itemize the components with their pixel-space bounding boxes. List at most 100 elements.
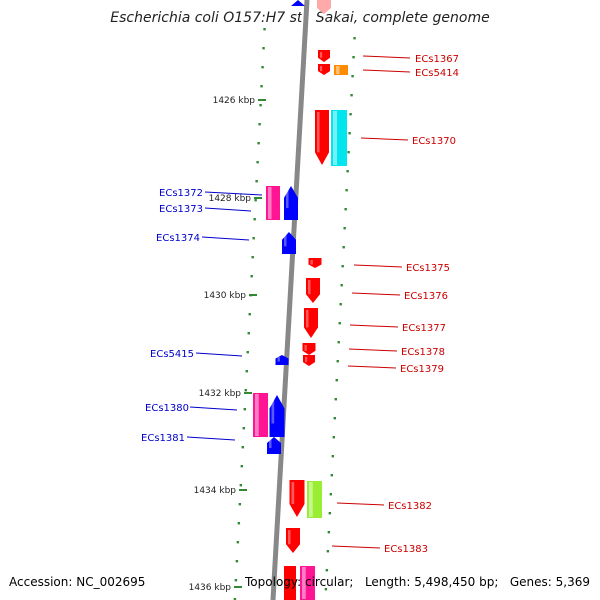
reverse-gene-leader-line xyxy=(204,207,252,212)
forward-gene-arrow xyxy=(304,308,318,338)
reverse-gene-arrow xyxy=(291,0,305,6)
reverse-gene-label: ECs1381 xyxy=(141,433,185,444)
forward-gene-label: ECs1383 xyxy=(384,544,428,555)
reverse-gene-arrow-highlight xyxy=(271,397,275,424)
forward-gene-arrow-highlight xyxy=(305,357,308,363)
forward-gene-leader-line xyxy=(353,264,403,268)
tick-dot-left xyxy=(236,541,240,544)
tick-dot-right xyxy=(347,151,350,154)
forward-gene-arrow-highlight xyxy=(320,52,323,58)
forward-gene-leader-line xyxy=(347,365,397,369)
tick-dot-right xyxy=(332,436,335,439)
forward-gene-arrow xyxy=(289,480,305,517)
cds-band-magenta-highlight xyxy=(255,394,259,436)
tick-dot-right xyxy=(352,56,355,59)
tick-dot-right xyxy=(331,455,335,458)
tick-dot-left xyxy=(258,123,261,126)
tick-dot-right xyxy=(336,360,339,363)
reverse-gene-label: ECs5415 xyxy=(150,349,194,360)
tick-dot-right xyxy=(348,132,351,135)
reverse-gene-arrow xyxy=(267,437,281,454)
tick-dot-right xyxy=(349,113,352,116)
forward-gene-arrow xyxy=(303,355,315,366)
forward-gene-leader-line xyxy=(360,137,409,141)
tick-dot-right xyxy=(342,246,345,249)
forward-gene-arrow xyxy=(317,0,331,14)
tick-dot-left xyxy=(256,161,259,164)
reverse-gene-leader-line xyxy=(186,436,236,441)
reverse-gene-arrow xyxy=(275,355,289,365)
forward-gene-leader-line xyxy=(331,545,381,549)
backbone-line xyxy=(270,0,310,600)
tick-dot-left xyxy=(244,389,247,392)
tick-dot-right xyxy=(324,588,328,591)
tick-dot-left xyxy=(242,427,245,430)
tick-dot-left xyxy=(239,484,243,487)
forward-gene-arrow xyxy=(318,50,330,62)
forward-gene-arrow xyxy=(302,343,316,355)
kbp-tick-label: 1430 kbp xyxy=(204,291,247,301)
reverse-gene-arrow-highlight xyxy=(286,188,289,209)
forward-gene-arrow-highlight xyxy=(317,112,320,153)
cds-band-magenta-highlight xyxy=(302,567,306,599)
tick-dot-right xyxy=(328,512,332,515)
reverse-gene-arrow-highlight xyxy=(277,357,280,362)
tick-dot-left xyxy=(248,313,251,316)
forward-gene-arrow xyxy=(286,528,300,553)
map-title: Escherichia coli O157:H7 str. Sakai, com… xyxy=(110,10,490,26)
topology-text: Topology: circular; xyxy=(245,575,354,589)
forward-gene-label: ECs1376 xyxy=(404,291,448,302)
length-text: Length: 5,498,450 bp; xyxy=(364,575,499,589)
tick-dot-left xyxy=(251,256,254,259)
tick-dot-left xyxy=(235,560,239,563)
forward-gene-arrow xyxy=(306,278,320,303)
reverse-gene-leader-line xyxy=(195,352,243,357)
tick-dot-right xyxy=(344,208,347,211)
forward-gene-arrow xyxy=(308,258,322,268)
genes-text: Genes: 5,369 xyxy=(509,575,590,589)
reverse-gene-label: ECs1373 xyxy=(159,204,203,215)
reverse-gene-arrow xyxy=(269,395,285,437)
cds-band-green-highlight xyxy=(309,482,313,517)
tick-dot-right xyxy=(353,37,356,40)
forward-gene-arrow xyxy=(284,566,296,600)
forward-gene-leader-line xyxy=(336,502,385,506)
tick-dot-right xyxy=(339,303,342,306)
tick-dot-right xyxy=(346,170,349,173)
forward-gene-leader-line xyxy=(362,55,411,59)
tick-dot-left xyxy=(243,408,246,411)
tick-dot-left xyxy=(238,503,242,506)
tick-dot-right xyxy=(351,75,354,78)
kbp-tick-label: 1436 kbp xyxy=(189,583,232,593)
forward-gene-label: ECs1367 xyxy=(415,54,459,65)
cds-band-magenta xyxy=(266,186,280,220)
tick-dot-left xyxy=(262,47,265,50)
tick-dot-right xyxy=(338,322,341,325)
tick-dot-left xyxy=(263,28,266,31)
reverse-gene-arrow xyxy=(284,186,298,220)
kbp-tick-label: 1434 kbp xyxy=(194,486,237,496)
kbp-tick-label: 1426 kbp xyxy=(213,96,256,106)
forward-gene-leader-line xyxy=(348,348,398,352)
reverse-gene-label: ECs1374 xyxy=(156,233,200,244)
tick-dot-left xyxy=(259,104,262,107)
reverse-gene-label: ECs1372 xyxy=(159,188,203,199)
reverse-gene-leader-line xyxy=(201,236,250,241)
tick-dot-right xyxy=(325,569,329,572)
tick-dot-right xyxy=(330,474,334,477)
tick-dot-left xyxy=(252,237,255,240)
forward-gene-leader-line xyxy=(351,292,401,296)
cds-band-cyan xyxy=(331,110,347,166)
forward-gene-arrow-highlight xyxy=(304,345,307,351)
forward-gene-arrow xyxy=(318,64,330,75)
tick-dot-left xyxy=(255,180,258,183)
reverse-gene-arrow-highlight xyxy=(284,234,287,247)
tick-dot-right xyxy=(340,284,343,287)
cds-band-magenta-highlight xyxy=(268,187,272,219)
forward-gene-label: ECs1375 xyxy=(406,263,450,274)
reverse-gene-leader-line xyxy=(204,191,263,196)
kbp-tick-label: 1432 kbp xyxy=(199,389,242,399)
cds-band-cyan-highlight xyxy=(333,111,337,165)
